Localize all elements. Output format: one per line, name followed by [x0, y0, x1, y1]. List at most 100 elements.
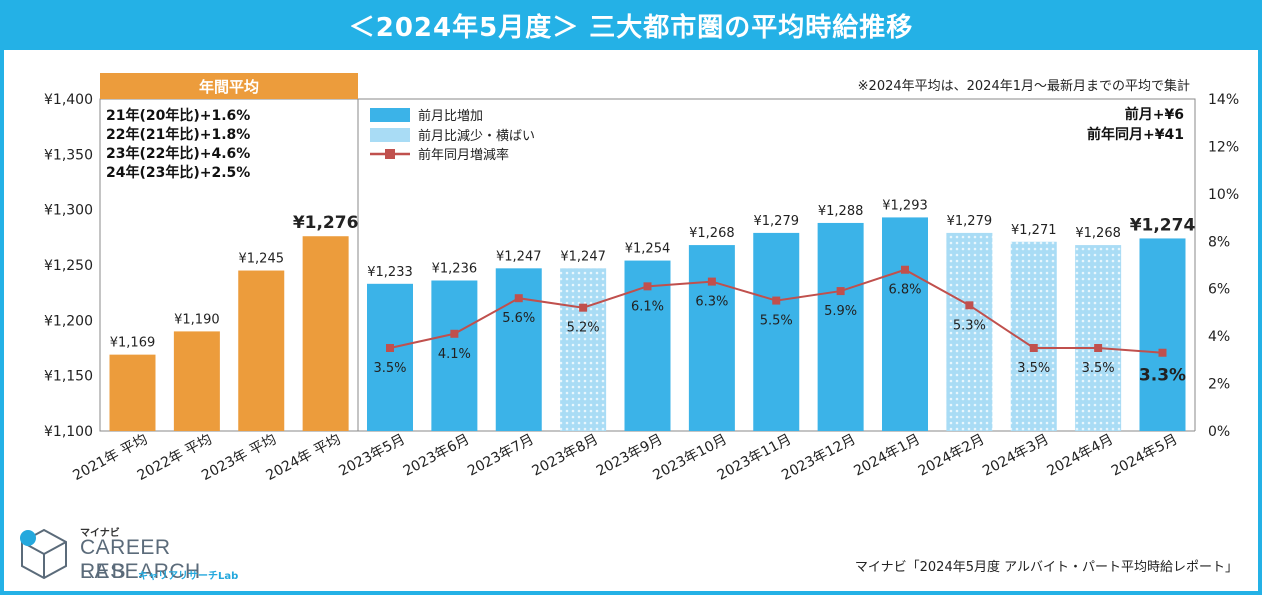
annual-box-header-bg — [100, 73, 358, 99]
bar — [688, 245, 735, 431]
career-research-lab-logo: マイナビ CAREER RESEARCH LAB キャリアリサーチLab — [14, 522, 294, 583]
y2-tick-label: 2% — [1208, 377, 1230, 393]
yoy-marker — [1094, 344, 1103, 352]
y-tick-label: ¥1,100 — [44, 424, 93, 440]
x-tick-label: 2024年2月 — [916, 431, 988, 479]
legend-line-label: 前年同月増減率 — [418, 147, 509, 163]
yoy-marker — [386, 344, 394, 352]
yoy-marker — [836, 287, 845, 296]
bar — [431, 280, 478, 431]
bar — [173, 331, 220, 431]
yoy-marker — [772, 296, 781, 305]
yoy-label: 5.2% — [567, 321, 600, 336]
x-tick-label: 2023年6月 — [401, 431, 473, 479]
y2-tick-label: 6% — [1208, 282, 1230, 298]
annual-box-header: 年間平均 — [199, 78, 259, 96]
y2-tick-label: 12% — [1208, 139, 1239, 155]
x-tick-label: 2023年5月 — [336, 431, 408, 479]
bar-value-label: ¥1,271 — [1011, 223, 1057, 238]
logo-japanese: キャリアリサーチLab — [138, 571, 239, 582]
cube-logo-icon — [20, 528, 67, 580]
bar-value-label: ¥1,254 — [625, 242, 671, 257]
bar — [109, 354, 156, 431]
yoy-marker — [965, 301, 974, 310]
bar — [367, 283, 413, 431]
x-tick-label: 2024年5月 — [1109, 431, 1181, 479]
x-tick-label: 2024年1月 — [851, 431, 923, 479]
page-title: ＜2024年5月度＞ 三大都市圏の平均時給推移 — [0, 0, 1262, 50]
yoy-label: 3.5% — [1017, 361, 1050, 376]
yoy-label: 6.1% — [631, 299, 664, 314]
legend-decrease-swatch — [370, 128, 410, 142]
yoy-marker — [643, 282, 652, 291]
yoy-label: 6.3% — [695, 295, 728, 310]
annual-box-line: 24年(23年比)+2.5% — [106, 164, 250, 181]
bar-value-label: ¥1,279 — [947, 214, 993, 229]
legend-increase-swatch — [370, 108, 410, 122]
bar — [560, 268, 607, 431]
yoy-marker — [579, 303, 588, 312]
bar — [946, 232, 993, 431]
y-tick-label: ¥1,300 — [44, 203, 93, 219]
legend-decrease-label: 前月比減少・横ばい — [418, 128, 535, 144]
y-tick-label: ¥1,400 — [44, 92, 93, 108]
y-tick-label: ¥1,350 — [44, 147, 93, 163]
x-tick-label: 2023年8月 — [529, 431, 601, 479]
bar — [1010, 241, 1057, 431]
legend-increase-label: 前月比増加 — [418, 108, 483, 124]
source-credit: マイナビ「2024年5月度 アルバイト・パート平均時給レポート」 — [854, 560, 1238, 575]
x-tick-label: 2024年4月 — [1044, 431, 1116, 479]
bar-value-label: ¥1,233 — [367, 265, 413, 280]
y2-tick-label: 4% — [1208, 329, 1230, 345]
logo-career-research: CAREER RESEARCH — [80, 536, 201, 583]
yoy-label: 5.6% — [502, 311, 535, 326]
y-tick-label: ¥1,150 — [44, 369, 93, 385]
bar — [302, 236, 349, 431]
y2-tick-label: 14% — [1208, 92, 1239, 108]
bar-value-label: ¥1,169 — [110, 336, 156, 351]
year-over-year: 前年同月+¥41 — [1087, 126, 1184, 143]
bar-value-label: ¥1,268 — [1075, 226, 1121, 241]
bar — [1075, 245, 1122, 431]
bar-value-label: ¥1,190 — [174, 312, 220, 327]
bar-value-label: ¥1,293 — [882, 198, 928, 213]
yoy-label: 3.5% — [373, 361, 406, 376]
yoy-marker — [450, 329, 459, 338]
x-tick-label: 2024年3月 — [980, 431, 1052, 479]
yoy-label: 4.1% — [438, 347, 471, 362]
logo-mynavi: マイナビ — [80, 528, 120, 539]
yoy-marker — [1158, 348, 1167, 357]
bar-value-label: ¥1,247 — [560, 249, 606, 264]
x-tick-label: 2023年12月 — [779, 431, 858, 483]
bar — [495, 268, 542, 431]
bar — [753, 232, 800, 431]
average-note: ※2024年平均は、2024年1月～最新月までの平均で集計 — [858, 78, 1190, 94]
logo-lab: LAB — [80, 560, 129, 583]
bar-value-label: ¥1,276 — [293, 213, 359, 233]
bar — [817, 222, 864, 431]
yoy-label: 3.5% — [1082, 361, 1115, 376]
y-tick-label: ¥1,200 — [44, 313, 93, 329]
bar-value-label: ¥1,274 — [1130, 215, 1196, 235]
monthly-box-frame — [358, 98, 1196, 431]
bar — [882, 217, 928, 431]
x-tick-label: 2023年7月 — [465, 431, 537, 479]
y2-tick-label: 10% — [1208, 187, 1239, 203]
bar — [238, 270, 285, 431]
y-tick-label: ¥1,250 — [44, 258, 93, 274]
y2-tick-label: 0% — [1208, 424, 1230, 440]
bar-value-label: ¥1,288 — [818, 204, 864, 219]
annual-box-line: 23年(22年比)+4.6% — [106, 145, 250, 162]
bar-value-label: ¥1,245 — [239, 252, 285, 267]
bar-value-label: ¥1,247 — [496, 249, 542, 264]
yoy-marker — [514, 294, 523, 303]
yoy-marker — [901, 265, 909, 274]
annual-box-line: 21年(20年比)+1.6% — [106, 107, 250, 124]
yoy-label: 5.9% — [824, 304, 857, 319]
bar-value-label: ¥1,279 — [754, 214, 800, 229]
annual-box-line: 22年(21年比)+1.8% — [106, 126, 250, 143]
yoy-label: 3.3% — [1139, 366, 1186, 386]
yoy-marker — [707, 277, 716, 286]
bar-value-label: ¥1,236 — [432, 261, 478, 276]
